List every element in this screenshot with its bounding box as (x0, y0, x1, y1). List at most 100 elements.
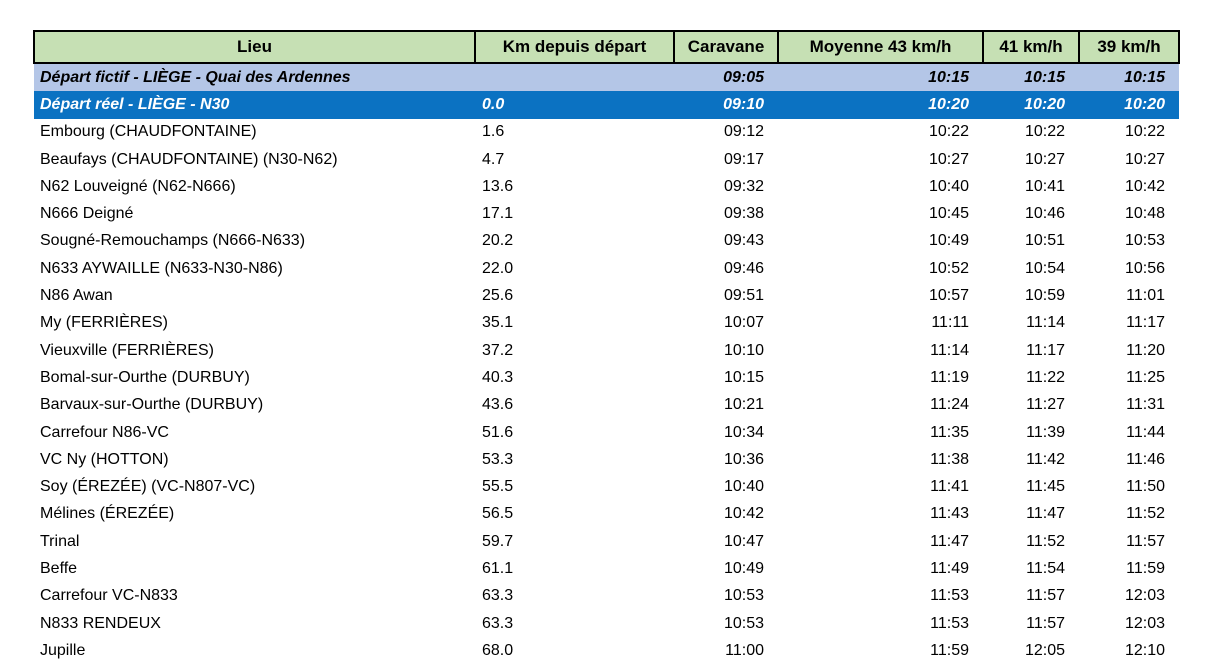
cell-lieu: Beaufays (CHAUDFONTAINE) (N30-N62) (40, 150, 338, 168)
cell-km-depuis-depart: 63.3 (482, 614, 514, 632)
cell-41-kmh: 10:27 (1024, 150, 1065, 168)
table-row: Soy (ÉREZÉE) (VC-N807-VC) 55.5 10:40 11:41 1… (34, 473, 1179, 500)
table-row: Beaufays (CHAUDFONTAINE) (N30-N62) 4.7 09:… (34, 146, 1179, 173)
cell-41-kmh: 10:54 (1024, 259, 1065, 277)
cell-km-depuis-depart: 0.0 (475, 91, 674, 119)
table-row: Carrefour N86-VC 51.6 10:34 11:35 11:39 11:44 (34, 419, 1179, 446)
cell-39-kmh: 10:42 (1124, 177, 1165, 195)
cell-moyenne-43: 10:20 (778, 91, 983, 119)
cell-moyenne-43: 10:22 (928, 123, 969, 141)
cell-39-kmh: 10:56 (1124, 259, 1165, 277)
cell-lieu: Bomal-sur-Ourthe (DURBUY) (40, 368, 250, 386)
cell-lieu: Sougné-Remouchamps (N666-N633) (40, 232, 306, 250)
cell-caravane: 10:53 (723, 614, 764, 632)
cell-km-depuis-depart: 56.5 (482, 505, 514, 523)
cell-caravane: 09:38 (723, 205, 764, 223)
cell-caravane: 09:51 (723, 287, 764, 305)
cell-km-depuis-depart: 22.0 (482, 259, 514, 277)
cell-41-kmh: 11:42 (1026, 450, 1065, 468)
table-row: Trinal 59.7 10:47 11:47 11:52 11:57 (34, 528, 1179, 555)
cell-41-kmh: 10:46 (1024, 205, 1065, 223)
cell-41-kmh: 11:45 (1026, 478, 1065, 496)
table-row: N62 Louveigné (N62-N666) 13.6 09:32 10:40 10… (34, 173, 1179, 200)
cell-39-kmh: 10:22 (1124, 123, 1165, 141)
cell-km-depuis-depart: 25.6 (482, 287, 514, 305)
cell-39-kmh: 11:20 (1126, 341, 1165, 359)
cell-41-kmh: 10:22 (1024, 123, 1065, 141)
table-row: VC Ny (HOTTON) 53.3 10:36 11:38 11:42 11:46 (34, 446, 1179, 473)
header-row: Lieu Km depuis départ Caravane Moyenne 4… (33, 30, 1180, 64)
cell-lieu: Embourg (CHAUDFONTAINE) (40, 123, 257, 141)
column-header-moyenne-43: Moyenne 43 km/h (777, 30, 984, 64)
cell-41-kmh: 11:14 (1026, 314, 1065, 332)
cell-lieu: VC Ny (HOTTON) (40, 450, 169, 468)
cell-moyenne-43: 11:38 (930, 450, 969, 468)
cell-39-kmh: 11:59 (1126, 559, 1165, 577)
table-row: Départ réel - LIÈGE - N30 0.0 09:10 10:20 10… (34, 91, 1179, 119)
column-header-41: 41 km/h (982, 30, 1080, 64)
cell-km-depuis-depart: 43.6 (482, 396, 514, 414)
cell-caravane: 10:15 (723, 368, 764, 386)
cell-41-kmh: 10:59 (1024, 287, 1065, 305)
cell-moyenne-43: 11:14 (930, 341, 969, 359)
cell-39-kmh: 10:20 (1079, 91, 1179, 119)
cell-caravane: 10:53 (723, 587, 764, 605)
cell-39-kmh: 12:03 (1124, 587, 1165, 605)
cell-moyenne-43: 11:59 (930, 641, 969, 659)
cell-lieu: N633 AYWAILLE (N633-N30-N86) (40, 259, 283, 277)
cell-caravane: 10:40 (723, 478, 764, 496)
cell-caravane: 10:07 (723, 314, 764, 332)
cell-caravane: 09:17 (723, 150, 764, 168)
cell-lieu: Carrefour N86-VC (40, 423, 169, 441)
cell-lieu: My (FERRIÈRES) (40, 314, 168, 332)
cell-41-kmh: 11:17 (1026, 341, 1065, 359)
cell-moyenne-43: 10:27 (928, 150, 969, 168)
cell-km-depuis-depart: 53.3 (482, 450, 514, 468)
cell-km-depuis-depart: 20.2 (482, 232, 514, 250)
table-row: Départ fictif - LIÈGE - Quai des Ardenne… (34, 63, 1179, 92)
cell-moyenne-43: 10:45 (928, 205, 969, 223)
cell-39-kmh: 10:48 (1124, 205, 1165, 223)
cell-39-kmh: 10:27 (1124, 150, 1165, 168)
cell-moyenne-43: 11:11 (931, 314, 969, 332)
table-row: My (FERRIÈRES) 35.1 10:07 11:11 11:14 11:17 (34, 310, 1179, 337)
cell-km-depuis-depart: 68.0 (482, 641, 514, 659)
cell-41-kmh: 11:54 (1026, 559, 1065, 577)
table-row: Bomal-sur-Ourthe (DURBUY) 40.3 10:15 11:19 1… (34, 364, 1179, 391)
cell-moyenne-43: 11:49 (930, 559, 969, 577)
cell-39-kmh: 11:57 (1126, 532, 1165, 550)
cell-lieu: Mélines (ÉREZÉE) (40, 505, 175, 523)
cell-caravane: 09:46 (723, 259, 764, 277)
cell-lieu: Jupille (40, 641, 86, 659)
cell-lieu: Beffe (40, 559, 78, 577)
cell-km-depuis-depart: 40.3 (482, 368, 514, 386)
table-row: Jupille 68.0 11:00 11:59 12:05 12:10 (34, 637, 1179, 664)
table-row: Vieuxville (FERRIÈRES) 37.2 10:10 11:14 11:1… (34, 337, 1179, 364)
cell-lieu: Trinal (40, 532, 80, 550)
cell-lieu: Départ réel - LIÈGE - N30 (34, 91, 475, 119)
cell-lieu: Barvaux-sur-Ourthe (DURBUY) (40, 396, 264, 414)
cell-39-kmh: 11:17 (1126, 314, 1165, 332)
cell-moyenne-43: 11:41 (930, 478, 969, 496)
cell-39-kmh: 11:46 (1126, 450, 1165, 468)
cell-41-kmh: 10:41 (1024, 177, 1065, 195)
cell-39-kmh: 11:50 (1126, 478, 1165, 496)
cell-41-kmh: 11:57 (1026, 587, 1065, 605)
cell-lieu: N62 Louveigné (N62-N666) (40, 177, 236, 195)
cell-41-kmh: 11:39 (1026, 423, 1065, 441)
cell-km-depuis-depart: 1.6 (482, 123, 505, 141)
table-row: N633 AYWAILLE (N633-N30-N86) 22.0 09:46 10:… (34, 255, 1179, 282)
cell-39-kmh: 12:10 (1124, 641, 1165, 659)
cell-39-kmh: 10:53 (1124, 232, 1165, 250)
cell-km-depuis-depart: 37.2 (482, 341, 514, 359)
cell-caravane: 10:49 (723, 559, 764, 577)
table-row: N666 Deigné 17.1 09:38 10:45 10:46 10:48 (34, 200, 1179, 227)
cell-moyenne-43: 11:24 (930, 396, 969, 414)
cell-39-kmh: 10:15 (1079, 63, 1179, 92)
cell-caravane: 10:36 (723, 450, 764, 468)
table-row: Sougné-Remouchamps (N666-N633) 20.2 09:43 1… (34, 228, 1179, 255)
cell-km-depuis-depart: 35.1 (482, 314, 514, 332)
cell-lieu: Soy (ÉREZÉE) (VC-N807-VC) (40, 478, 256, 496)
cell-caravane: 09:10 (674, 91, 778, 119)
cell-km-depuis-depart: 51.6 (482, 423, 514, 441)
